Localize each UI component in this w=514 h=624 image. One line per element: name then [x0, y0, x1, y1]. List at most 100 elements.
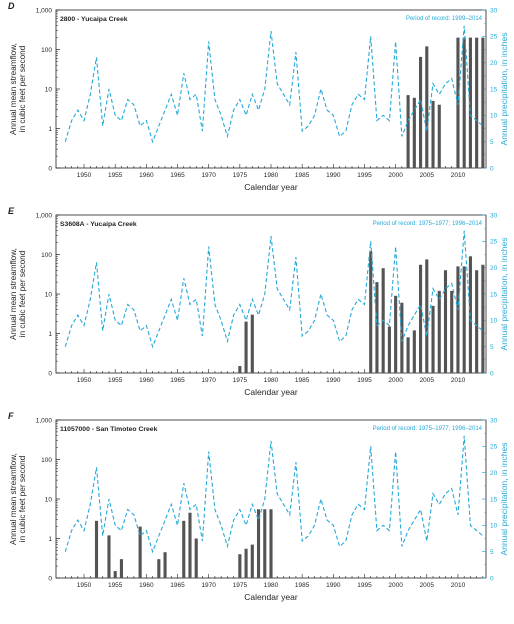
left-tick-label: 1 — [48, 126, 52, 133]
left-tick-label: 100 — [41, 457, 52, 464]
streamflow-bar — [182, 520, 186, 578]
y-axis-title-left-line2: in cubic feet per second — [18, 250, 27, 337]
x-tick-label: 1955 — [108, 172, 123, 179]
streamflow-bar — [481, 264, 485, 373]
x-tick-label: 1975 — [233, 582, 248, 589]
left-tick-label: 0 — [48, 370, 52, 377]
right-tick-label: 5 — [490, 549, 494, 556]
streamflow-bar — [88, 578, 92, 579]
x-tick-label: 1980 — [264, 377, 279, 384]
panel-e-yucaipa-creek-s3608a: 0 1 10 100 1,000 0 5 10 15 20 25 30 1950 1955 1960 1965… — [8, 206, 509, 397]
right-tick-label: 15 — [490, 496, 498, 503]
panel-letter: D — [8, 1, 15, 11]
streamflow-bar — [175, 578, 180, 579]
right-tick-label: 5 — [490, 139, 494, 146]
left-tick-label: 1,000 — [36, 417, 53, 424]
x-tick-label: 1985 — [295, 172, 310, 179]
x-tick-label: 1960 — [139, 582, 154, 589]
streamflow-bar — [456, 266, 460, 373]
streamflow-bar — [188, 512, 192, 578]
streamflow-bar — [213, 578, 217, 579]
x-tick-label: 1960 — [139, 172, 154, 179]
x-tick-label: 1985 — [295, 582, 310, 589]
streamflow-bar — [412, 97, 416, 168]
right-tick-label: 20 — [490, 265, 498, 272]
streamflow-bar — [151, 578, 155, 579]
streamflow-bar — [101, 578, 105, 579]
right-tick-label: 15 — [490, 86, 498, 93]
streamflow-bar — [468, 37, 472, 168]
y-axis-title-left-line2: in cubic feet per second — [18, 45, 27, 132]
streamflow-bar — [263, 509, 267, 578]
left-tick-label: 1,000 — [36, 7, 53, 14]
precipitation-line — [64, 230, 484, 349]
x-tick-label: 1965 — [170, 172, 185, 179]
x-tick-label: 2005 — [420, 172, 435, 179]
y-axis-title-right: Annual precipitation, in inches — [499, 443, 509, 556]
precipitation-line — [64, 435, 484, 554]
streamflow-bar — [387, 326, 391, 373]
streamflow-bar — [126, 578, 130, 579]
left-tick-label: 100 — [41, 47, 52, 54]
streamflow-bar — [132, 578, 136, 579]
streamflow-bar — [144, 578, 148, 579]
streamflow-bar — [475, 37, 479, 168]
x-tick-label: 1980 — [264, 172, 279, 179]
x-tick-label: 2010 — [451, 377, 466, 384]
right-tick-label: 5 — [490, 344, 494, 351]
x-tick-label: 1970 — [201, 582, 216, 589]
x-tick-label: 1955 — [108, 582, 123, 589]
left-tick-label: 1 — [48, 331, 52, 338]
y-axis-title-left-line2: in cubic feet per second — [18, 455, 27, 542]
streamflow-bar — [113, 571, 117, 578]
streamflow-bar — [200, 578, 205, 579]
station-label: 11057000 - San Timoteo Creek — [60, 426, 158, 433]
panel-letter: E — [8, 206, 15, 216]
x-tick-label: 1995 — [357, 172, 372, 179]
x-axis-title: Calendar year — [244, 592, 298, 602]
x-tick-label: 1960 — [139, 377, 154, 384]
right-tick-label: 0 — [490, 165, 494, 172]
period-of-record: Period of record: 1975–1977; 1996–2014 — [373, 426, 483, 432]
x-tick-label: 2000 — [388, 582, 403, 589]
x-tick-label: 1990 — [326, 377, 341, 384]
streamflow-bar — [157, 559, 161, 578]
y-axis-title-left-line1: Annual mean streamflow, — [9, 453, 18, 545]
x-tick-label: 1950 — [77, 172, 92, 179]
streamflow-bar — [163, 552, 167, 578]
streamflow-bar — [244, 321, 248, 373]
period-of-record: Period of record: 1999–2014 — [406, 16, 483, 22]
right-tick-label: 25 — [490, 34, 498, 41]
streamflow-bar — [63, 578, 67, 579]
streamflow-bar — [406, 95, 410, 168]
streamflow-bar — [443, 270, 448, 373]
right-tick-label: 20 — [490, 470, 498, 477]
streamflow-bar — [431, 100, 435, 168]
streamflow-bar — [76, 578, 80, 579]
y-axis-title-right: Annual precipitation, in inches — [499, 33, 509, 146]
x-tick-label: 1995 — [357, 377, 372, 384]
streamflow-bar — [406, 337, 410, 373]
streamflow-bar — [462, 37, 466, 168]
x-tick-label: 1990 — [326, 582, 341, 589]
precipitation-line — [64, 25, 484, 144]
streamflow-bar — [70, 578, 74, 579]
right-tick-label: 10 — [490, 113, 498, 120]
right-tick-label: 15 — [490, 291, 498, 298]
streamflow-bar — [394, 295, 398, 373]
streamflow-bar — [269, 509, 273, 578]
y-axis-title-left-line1: Annual mean streamflow, — [9, 248, 18, 340]
x-tick-label: 1985 — [295, 377, 310, 384]
y-axis-title-left: Annual mean streamflow,in cubic feet per… — [9, 248, 27, 340]
x-axis-title: Calendar year — [244, 387, 298, 397]
x-tick-label: 2005 — [420, 377, 435, 384]
x-tick-label: 1980 — [264, 582, 279, 589]
y-axis-title-right: Annual precipitation, in inches — [499, 238, 509, 351]
streamflow-bar — [475, 270, 479, 373]
x-tick-label: 1995 — [357, 582, 372, 589]
x-tick-label: 1965 — [170, 377, 185, 384]
right-tick-label: 10 — [490, 318, 498, 325]
streamflow-bar — [94, 520, 99, 578]
y-axis-title-left-line1: Annual mean streamflow, — [9, 43, 18, 135]
x-tick-label: 2010 — [451, 582, 466, 589]
